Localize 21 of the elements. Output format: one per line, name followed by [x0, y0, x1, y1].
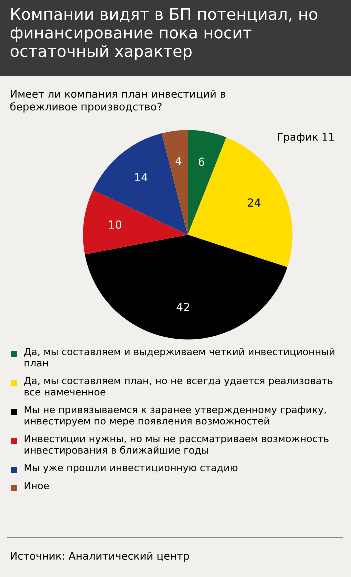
data-label: 24 [248, 198, 261, 207]
data-label: 10 [109, 220, 122, 230]
data-label: 6 [198, 158, 205, 166]
legend-label: Да, мы составляем план, но не всегда удается реализовать все намеченное [24, 377, 333, 396]
data-label: 42 [176, 303, 190, 312]
pie-slice [85, 235, 288, 340]
data-label: 4 [176, 157, 182, 166]
legend-label: Мы не привязываемся к заранее утвержденному графику, инвестируем по мере появления возможностей [24, 406, 326, 427]
chart-subtitle: Имеет ли компания план инвестиций в бережливое производство? [10, 90, 226, 113]
pie-slice [162, 130, 188, 235]
text: Источник: Аналитический центр [11, 552, 190, 562]
legend-label: Мы уже прошли инвестиционную стадию [24, 464, 238, 474]
legend-label: Да, мы составляем и выдерживаем четкий инвестиционный план [24, 348, 335, 367]
chart-title: Компании видят в БП потенциал, но финансирование пока носит остаточный характер [10, 8, 318, 60]
text: График 11 [278, 133, 334, 144]
legend-label: Инвестиции нужны, но мы не рассматриваем возможность инвестирования в ближайшие годы [24, 435, 329, 456]
pie-slice [83, 190, 188, 255]
data-label: 14 [135, 173, 148, 182]
pie-slice [188, 130, 227, 235]
pie-slice [93, 134, 188, 235]
legend-label: Иное [24, 482, 50, 490]
